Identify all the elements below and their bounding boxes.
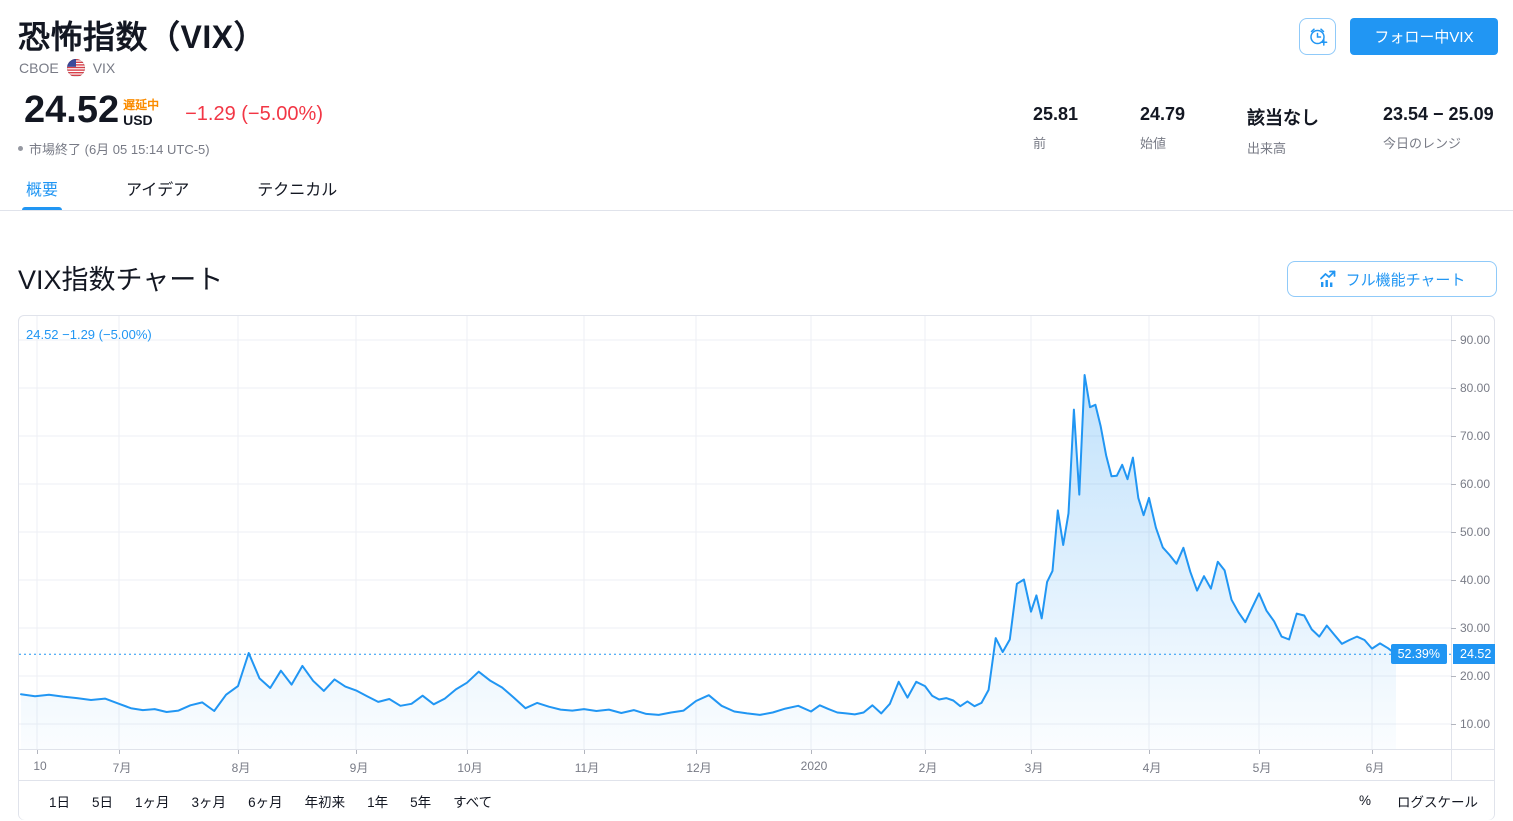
x-axis-label: 3月 bbox=[1024, 761, 1044, 775]
x-axis-tickmark bbox=[1031, 750, 1032, 754]
alarm-plus-icon bbox=[1309, 27, 1327, 46]
time-axis[interactable]: 10 7月 8月 9月 10月 11月 12月 2020 2月 3月 4月 5月 6月 bbox=[19, 749, 1494, 780]
stat-day-range: 23.54 − 25.09 今日のレンジ bbox=[1383, 104, 1494, 151]
price-axis-separator bbox=[1451, 316, 1452, 780]
symbol-row: CBOE VIX bbox=[19, 59, 115, 77]
y-axis-label: 60.00 bbox=[1450, 477, 1491, 491]
range-1y-button[interactable]: 1年 bbox=[361, 787, 394, 815]
range-1m-button[interactable]: 1ヶ月 bbox=[129, 787, 176, 815]
range-5d-button[interactable]: 5日 bbox=[86, 787, 119, 815]
range-6m-button[interactable]: 6ヶ月 bbox=[242, 787, 289, 815]
price-chart-canvas[interactable] bbox=[19, 316, 1451, 749]
price-block: 24.52 遅延中 USD −1.29 (−5.00%) bbox=[24, 90, 323, 130]
y-axis-label: 90.00 bbox=[1450, 333, 1491, 347]
range-all-button[interactable]: すべて bbox=[447, 787, 498, 815]
range-3m-button[interactable]: 3ヶ月 bbox=[186, 787, 233, 815]
x-axis-label: 12月 bbox=[686, 761, 712, 775]
x-axis-tickmark bbox=[696, 750, 697, 754]
x-axis-label: 2020 bbox=[800, 759, 828, 773]
stat-prev-close: 25.81 前 bbox=[1033, 104, 1079, 151]
follow-button[interactable]: フォロー中VIX bbox=[1350, 18, 1498, 55]
x-axis-tickmark bbox=[925, 750, 926, 754]
chart-toolbar: 1日 5日 1ヶ月 3ヶ月 6ヶ月 年初来 1年 5年 すべて % ログスケール bbox=[19, 780, 1494, 820]
x-axis-label: 11月 bbox=[574, 761, 600, 775]
us-flag-icon bbox=[66, 59, 85, 77]
tab-technicals[interactable]: テクニカル bbox=[257, 182, 338, 199]
x-axis-label: 7月 bbox=[112, 761, 132, 775]
percent-scale-toggle[interactable]: % bbox=[1358, 793, 1371, 808]
range-ytd-button[interactable]: 年初来 bbox=[299, 787, 352, 815]
x-axis-tickmark bbox=[37, 750, 38, 754]
exchange-label: CBOE bbox=[19, 60, 59, 76]
price-change: −1.29 (−5.00%) bbox=[185, 103, 323, 125]
stat-volume: 該当なし 出来高 bbox=[1247, 108, 1319, 156]
full-featured-chart-button[interactable]: フル機能チャート bbox=[1287, 261, 1497, 297]
delayed-badge: 遅延中 bbox=[123, 98, 160, 112]
x-axis-label: 5月 bbox=[1252, 761, 1272, 775]
x-axis-tickmark bbox=[1372, 750, 1373, 754]
chart-legend: 24.52 −1.29 (−5.00%) bbox=[26, 327, 152, 342]
x-axis-label: 6月 bbox=[1365, 761, 1385, 775]
x-axis-tickmark bbox=[119, 750, 120, 754]
x-axis-tickmark bbox=[356, 750, 357, 754]
y-axis-label: 10.00 bbox=[1450, 717, 1491, 731]
chart-widget: 24.52 −1.29 (−5.00%) 90.00 80.00 70.00 60.0… bbox=[18, 315, 1495, 820]
y-axis-label: 30.00 bbox=[1450, 621, 1491, 635]
add-alert-button[interactable] bbox=[1299, 18, 1336, 55]
current-price-badge: 24.52 bbox=[1453, 644, 1495, 665]
market-status: 市場終了 (6月 05 15:14 UTC-5) bbox=[18, 139, 210, 158]
y-axis-label: 50.00 bbox=[1450, 525, 1491, 539]
currency-label: USD bbox=[123, 112, 153, 128]
y-axis-label: 80.00 bbox=[1450, 381, 1491, 395]
range-1d-button[interactable]: 1日 bbox=[43, 787, 76, 815]
x-axis-tickmark bbox=[811, 750, 812, 754]
x-axis-label: 10月 bbox=[457, 761, 483, 775]
stat-open: 24.79 始値 bbox=[1140, 104, 1186, 151]
x-axis-label: 4月 bbox=[1142, 761, 1162, 775]
y-axis-label: 70.00 bbox=[1450, 429, 1491, 443]
price-line bbox=[20, 374, 1397, 716]
x-axis-tickmark bbox=[238, 750, 239, 754]
x-axis-tickmark bbox=[1259, 750, 1260, 754]
x-axis-label: 8月 bbox=[231, 761, 251, 775]
x-axis-label: 9月 bbox=[349, 761, 369, 775]
y-axis-label: 20.00 bbox=[1450, 669, 1491, 683]
chart-icon bbox=[1319, 270, 1335, 287]
tab-bar: 概要 アイデア テクニカル bbox=[0, 170, 1513, 211]
log-scale-toggle[interactable]: ログスケール bbox=[1397, 791, 1478, 811]
range-change-badge: 52.39% bbox=[1390, 644, 1447, 665]
range-5y-button[interactable]: 5年 bbox=[404, 787, 437, 815]
x-axis-tickmark bbox=[467, 750, 468, 754]
tab-overview[interactable]: 概要 bbox=[18, 170, 66, 210]
page-title: 恐怖指数（VIX） bbox=[18, 19, 267, 55]
symbol-label: VIX bbox=[92, 60, 116, 76]
x-axis-label: 10 bbox=[33, 759, 47, 773]
x-axis-label: 2月 bbox=[918, 761, 938, 775]
x-axis-tickmark bbox=[1149, 750, 1150, 754]
last-price: 24.52 bbox=[24, 89, 120, 131]
chart-section-title: VIX指数チャート bbox=[18, 265, 224, 295]
x-axis-tickmark bbox=[584, 750, 585, 754]
price-axis[interactable]: 90.00 80.00 70.00 60.00 50.00 40.00 30.00 20.00… bbox=[1450, 316, 1495, 749]
market-status-dot bbox=[18, 146, 23, 151]
y-axis-label: 40.00 bbox=[1450, 573, 1491, 587]
price-area-fill bbox=[21, 375, 1396, 749]
tab-ideas[interactable]: アイデア bbox=[126, 182, 190, 199]
